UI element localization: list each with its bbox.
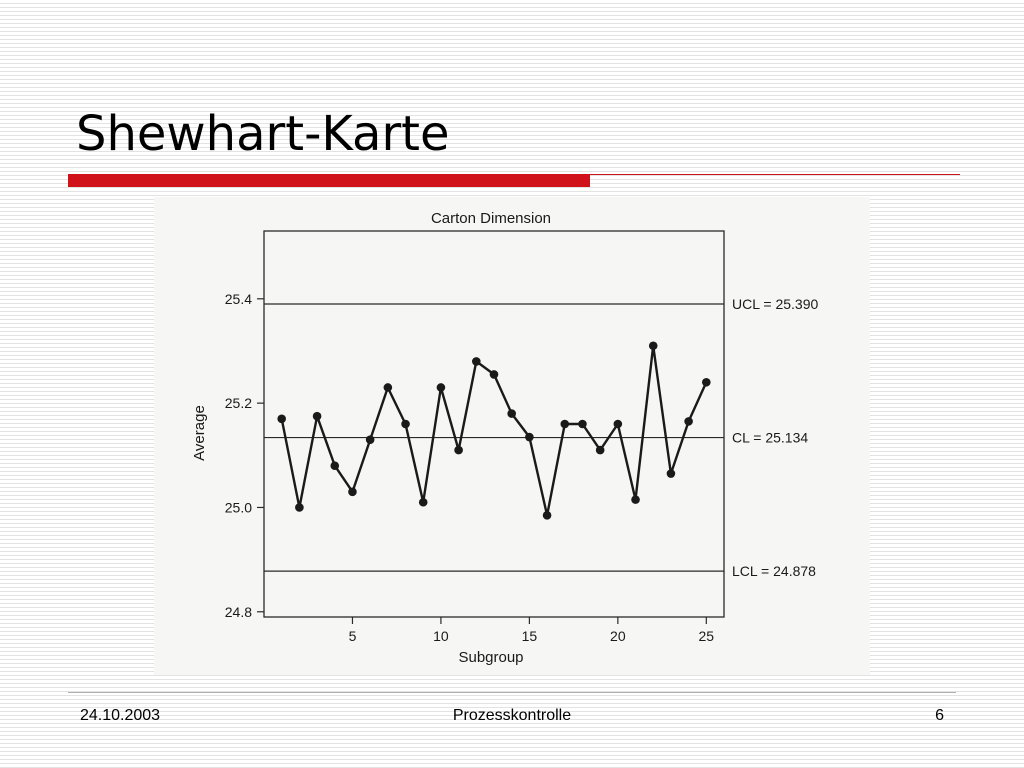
- data-point: [507, 409, 516, 418]
- data-point: [454, 445, 463, 455]
- data-point: [613, 419, 623, 429]
- x-axis-label: Subgroup: [458, 649, 523, 666]
- y-axis-label: Average: [191, 405, 208, 461]
- x-tick-label: 5: [349, 628, 357, 644]
- y-tick-label: 25.2: [225, 395, 252, 411]
- data-point: [418, 497, 428, 507]
- ucl-label: UCL = 25.390: [732, 296, 818, 312]
- data-point: [365, 435, 375, 444]
- footer-divider: [68, 692, 956, 693]
- x-tick-label: 20: [610, 628, 626, 644]
- data-point: [595, 445, 605, 455]
- footer-page-number: 6: [935, 707, 944, 724]
- data-point: [578, 419, 587, 429]
- plot-frame: [263, 230, 725, 618]
- lcl-label: LCL = 24.878: [732, 563, 816, 579]
- data-point: [684, 417, 693, 426]
- footer-title: Prozesskontrolle: [452, 707, 572, 724]
- shewhart-control-chart: Carton Dimension UCL = 25.390 CL = 25.134…: [191, 210, 818, 666]
- data-point: [648, 341, 658, 351]
- data-point: [525, 432, 534, 442]
- data-point: [560, 419, 570, 429]
- y-tick-label: 25.0: [225, 499, 252, 515]
- chart-title: Carton Dimension: [431, 210, 551, 227]
- data-point: [348, 487, 357, 497]
- data-point: [472, 357, 481, 366]
- title-accent-line: [590, 174, 960, 175]
- x-tick-label: 10: [433, 628, 449, 644]
- data-point: [436, 383, 446, 392]
- footer-date: 24.10.2003: [80, 707, 161, 724]
- x-tick-label: 25: [699, 628, 715, 644]
- data-point: [666, 469, 676, 478]
- data-point: [631, 495, 640, 504]
- data-point: [542, 510, 552, 520]
- cl-label: CL = 25.134: [732, 430, 808, 446]
- title-accent-bar: [68, 174, 590, 187]
- data-point: [330, 461, 340, 471]
- y-tick-label: 25.4: [225, 291, 252, 307]
- data-point: [401, 419, 410, 429]
- slide-title: Shewhart-Karte: [76, 106, 450, 162]
- data-point: [312, 411, 322, 421]
- y-tick-label: 24.8: [225, 604, 252, 620]
- data-point: [702, 377, 711, 387]
- data-point: [295, 503, 304, 512]
- control-chart-panel: Carton Dimension UCL = 25.390 CL = 25.134…: [154, 197, 870, 675]
- x-tick-label: 15: [522, 628, 538, 644]
- data-point: [277, 414, 286, 424]
- data-point: [489, 370, 499, 379]
- data-point: [383, 383, 393, 392]
